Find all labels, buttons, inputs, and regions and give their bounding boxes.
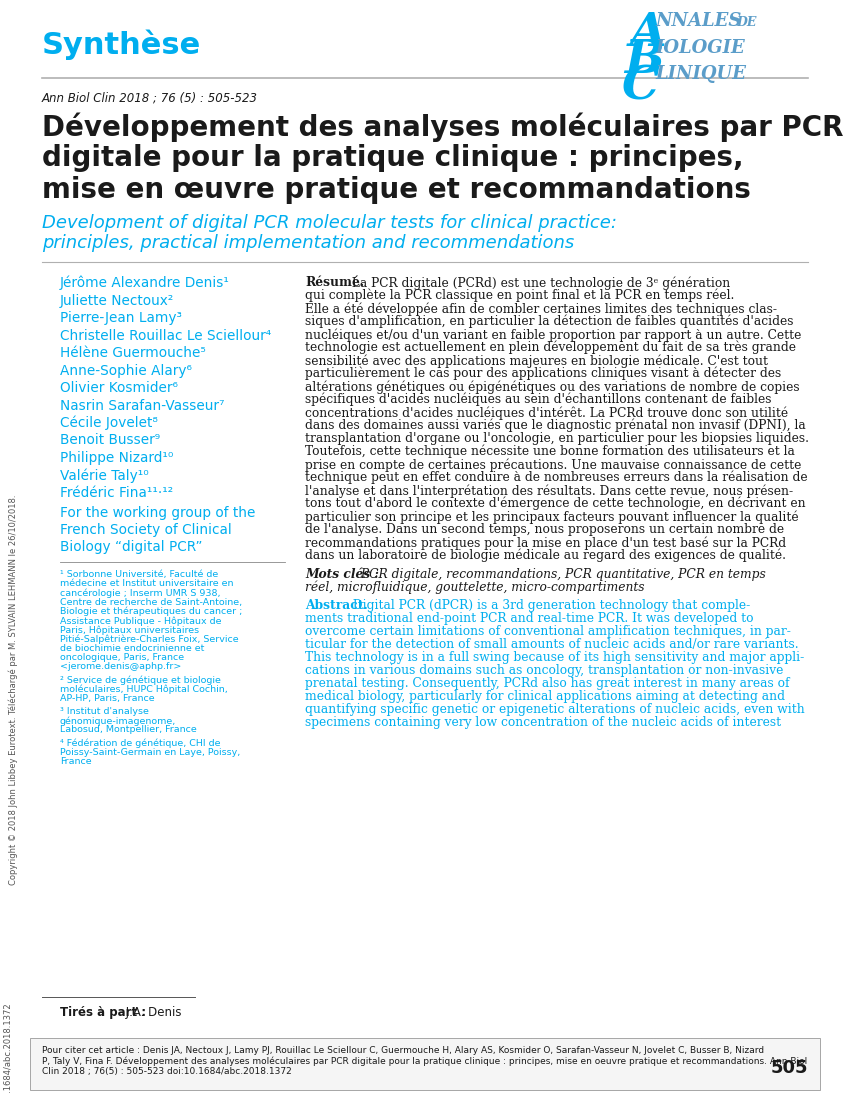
Text: Mots clés :: Mots clés : (305, 568, 379, 581)
Text: overcome certain limitations of conventional amplification techniques, in par-: overcome certain limitations of conventi… (305, 625, 790, 638)
Text: médecine et Institut universitaire en: médecine et Institut universitaire en (60, 579, 234, 588)
Text: France: France (60, 756, 92, 766)
Text: moléculaires, HUPC Hôpital Cochin,: moléculaires, HUPC Hôpital Cochin, (60, 684, 228, 694)
Text: prenatal testing. Consequently, PCRd also has great interest in many areas of: prenatal testing. Consequently, PCRd als… (305, 677, 790, 690)
Text: génomique-imagenome,: génomique-imagenome, (60, 716, 176, 726)
Text: digitale pour la pratique clinique : principes,: digitale pour la pratique clinique : pri… (42, 144, 744, 172)
Text: Elle a été développée afin de combler certaines limites des techniques clas-: Elle a été développée afin de combler ce… (305, 302, 777, 316)
Text: cations in various domains such as oncology, transplantation or non-invasive: cations in various domains such as oncol… (305, 665, 784, 677)
Text: sensibilité avec des applications majeures en biologie médicale. C'est tout: sensibilité avec des applications majeur… (305, 354, 768, 367)
Text: Philippe Nizard¹⁰: Philippe Nizard¹⁰ (60, 451, 173, 465)
Text: Digital PCR (dPCR) is a 3rd generation technology that comple-: Digital PCR (dPCR) is a 3rd generation t… (349, 599, 751, 612)
Text: PCR digitale, recommandations, PCR quantitative, PCR en temps: PCR digitale, recommandations, PCR quant… (357, 568, 766, 581)
Text: Ann Biol Clin 2018 ; 76 (5) : 505-523: Ann Biol Clin 2018 ; 76 (5) : 505-523 (42, 92, 258, 105)
Text: Cécile Jovelet⁸: Cécile Jovelet⁸ (60, 416, 158, 431)
Text: particulièrement le cas pour des applications cliniques visant à détecter des: particulièrement le cas pour des applica… (305, 367, 781, 380)
Text: 505: 505 (770, 1059, 808, 1077)
Text: doi:10.1684/abc.2018.1372: doi:10.1684/abc.2018.1372 (3, 1002, 13, 1093)
Text: <jerome.denis@aphp.fr>: <jerome.denis@aphp.fr> (60, 662, 181, 671)
Text: réel, microfluidique, gouttelette, micro-compartiments: réel, microfluidique, gouttelette, micro… (305, 581, 644, 595)
Text: l'analyse et dans l'interprétation des résultats. Dans cette revue, nous présen-: l'analyse et dans l'interprétation des r… (305, 484, 793, 497)
Text: Labosud, Montpellier, France: Labosud, Montpellier, France (60, 725, 196, 734)
Text: Pitié-Salpêtrière-Charles Foix, Service: Pitié-Salpêtrière-Charles Foix, Service (60, 634, 239, 644)
Text: altérations génétiques ou épigénétiques ou des variations de nombre de copies: altérations génétiques ou épigénétiques … (305, 380, 800, 393)
Text: technique peut en effet conduire à de nombreuses erreurs dans la réalisation de: technique peut en effet conduire à de no… (305, 471, 808, 484)
Text: NNALES: NNALES (655, 12, 741, 30)
Text: Hélène Guermouche⁵: Hélène Guermouche⁵ (60, 346, 206, 360)
Text: J.A. Denis: J.A. Denis (122, 1006, 182, 1019)
Text: C: C (622, 63, 660, 109)
Text: dans des domaines aussi variés que le diagnostic prénatal non invasif (DPNI), la: dans des domaines aussi variés que le di… (305, 419, 806, 433)
Text: quantifying specific genetic or epigenetic alterations of nucleic acids, even wi: quantifying specific genetic or epigenet… (305, 703, 805, 716)
Text: technologie est actuellement en plein développement du fait de sa très grande: technologie est actuellement en plein dé… (305, 341, 796, 354)
Text: AP-HP, Paris, France: AP-HP, Paris, France (60, 694, 155, 703)
Text: spécifiques d'acides nucléiques au sein d'échantillons contenant de faibles: spécifiques d'acides nucléiques au sein … (305, 393, 772, 407)
Text: French Society of Clinical: French Society of Clinical (60, 522, 232, 537)
Text: Jérôme Alexandre Denis¹: Jérôme Alexandre Denis¹ (60, 277, 230, 291)
Text: Christelle Rouillac Le Sciellour⁴: Christelle Rouillac Le Sciellour⁴ (60, 329, 271, 342)
Text: siques d'amplification, en particulier la détection de faibles quantités d'acide: siques d'amplification, en particulier l… (305, 315, 794, 329)
Text: concentrations d'acides nucléiques d'intérêt. La PCRd trouve donc son utilité: concentrations d'acides nucléiques d'int… (305, 406, 788, 420)
Text: Abstract.: Abstract. (305, 599, 368, 612)
Text: de l'analyse. Dans un second temps, nous proposerons un certain nombre de: de l'analyse. Dans un second temps, nous… (305, 522, 784, 536)
Text: qui complète la PCR classique en point final et la PCR en temps réel.: qui complète la PCR classique en point f… (305, 289, 734, 303)
Text: ⁴ Fédération de génétique, CHI de: ⁴ Fédération de génétique, CHI de (60, 739, 220, 748)
Text: La PCR digitale (PCRd) est une technologie de 3ᵉ génération: La PCR digitale (PCRd) est une technolog… (348, 277, 730, 290)
Text: Toutefois, cette technique nécessite une bonne formation des utilisateurs et la: Toutefois, cette technique nécessite une… (305, 445, 795, 458)
Text: Juliette Nectoux²: Juliette Nectoux² (60, 294, 174, 307)
Text: For the working group of the: For the working group of the (60, 505, 255, 519)
Text: Résumé.: Résumé. (305, 277, 364, 289)
Text: mise en œuvre pratique et recommandations: mise en œuvre pratique et recommandation… (42, 176, 751, 204)
Text: medical biology, particularly for clinical applications aiming at detecting and: medical biology, particularly for clinic… (305, 690, 785, 703)
Text: transplantation d'organe ou l'oncologie, en particulier pour les biopsies liquid: transplantation d'organe ou l'oncologie,… (305, 432, 809, 445)
Text: nucléiques et/ou d'un variant en faible proportion par rapport à un autre. Cette: nucléiques et/ou d'un variant en faible … (305, 328, 802, 341)
Text: tons tout d'abord le contexte d'émergence de cette technologie, en décrivant en: tons tout d'abord le contexte d'émergenc… (305, 497, 806, 510)
Text: Clin 2018 ; 76(5) : 505-523 doi:10.1684/abc.2018.1372: Clin 2018 ; 76(5) : 505-523 doi:10.1684/… (42, 1067, 292, 1076)
Text: ¹ Sorbonne Université, Faculté de: ¹ Sorbonne Université, Faculté de (60, 571, 218, 579)
Text: recommandations pratiques pour la mise en place d'un test basé sur la PCRd: recommandations pratiques pour la mise e… (305, 536, 786, 550)
Text: particulier son principe et les principaux facteurs pouvant influencer la qualit: particulier son principe et les principa… (305, 510, 799, 524)
Text: P, Taly V, Fina F. Développement des analyses moléculaires par PCR digitale pour: P, Taly V, Fina F. Développement des ana… (42, 1057, 807, 1066)
Text: prise en compte de certaines précautions. Une mauvaise connaissance de cette: prise en compte de certaines précautions… (305, 458, 802, 471)
Text: Development of digital PCR molecular tests for clinical practice:: Development of digital PCR molecular tes… (42, 214, 617, 232)
Text: DE: DE (736, 16, 756, 30)
Bar (30, 1038, 820, 1090)
Text: Pierre-Jean Lamy³: Pierre-Jean Lamy³ (60, 312, 182, 325)
Text: B: B (624, 37, 664, 83)
Text: Assistance Publique - Hôpitaux de: Assistance Publique - Hôpitaux de (60, 616, 222, 625)
Text: Paris, Hôpitaux universitaires: Paris, Hôpitaux universitaires (60, 625, 199, 635)
Text: ments traditional end-point PCR and real-time PCR. It was developed to: ments traditional end-point PCR and real… (305, 612, 753, 625)
Text: This technology is in a full swing because of its high sensitivity and major app: This technology is in a full swing becau… (305, 651, 804, 665)
Text: de biochimie endocrinienne et: de biochimie endocrinienne et (60, 644, 204, 653)
Text: Frédéric Fina¹¹·¹²: Frédéric Fina¹¹·¹² (60, 486, 173, 500)
Text: Benoit Busser⁹: Benoit Busser⁹ (60, 434, 160, 447)
Text: ² Service de génétique et biologie: ² Service de génétique et biologie (60, 675, 221, 684)
Text: Pour citer cet article : Denis JA, Nectoux J, Lamy PJ, Rouillac Le Sciellour C, : Pour citer cet article : Denis JA, Necto… (42, 1046, 764, 1055)
Text: principles, practical implementation and recommendations: principles, practical implementation and… (42, 234, 575, 252)
Text: oncologique, Paris, France: oncologique, Paris, France (60, 653, 184, 661)
Text: A: A (630, 10, 666, 56)
Text: LINIQUE: LINIQUE (655, 64, 746, 83)
Text: IOLOGIE: IOLOGIE (655, 39, 745, 57)
Text: Anne-Sophie Alary⁶: Anne-Sophie Alary⁶ (60, 364, 192, 377)
Text: Biologie et thérapeutiques du cancer ;: Biologie et thérapeutiques du cancer ; (60, 607, 242, 616)
Text: Poissy-Saint-Germain en Laye, Poissy,: Poissy-Saint-Germain en Laye, Poissy, (60, 748, 241, 756)
Text: Biology “digital PCR”: Biology “digital PCR” (60, 541, 202, 554)
Text: ³ Institut d'analyse: ³ Institut d'analyse (60, 707, 149, 716)
Text: Synthèse: Synthèse (42, 30, 201, 60)
Text: Olivier Kosmider⁶: Olivier Kosmider⁶ (60, 381, 178, 395)
Text: dans un laboratoire de biologie médicale au regard des exigences de qualité.: dans un laboratoire de biologie médicale… (305, 549, 786, 563)
Text: Centre de recherche de Saint-Antoine,: Centre de recherche de Saint-Antoine, (60, 598, 242, 607)
Text: cancérologie ; Inserm UMR S 938,: cancérologie ; Inserm UMR S 938, (60, 588, 220, 598)
Text: Valérie Taly¹⁰: Valérie Taly¹⁰ (60, 469, 149, 483)
Text: specimens containing very low concentration of the nucleic acids of interest: specimens containing very low concentrat… (305, 716, 781, 729)
Text: Copyright © 2018 John Libbey Eurotext. Téléchargé par M. SYLVAIN LEHMANN le 26/1: Copyright © 2018 John Libbey Eurotext. T… (8, 495, 18, 885)
Text: Tirés à part :: Tirés à part : (60, 1006, 146, 1019)
Text: Développement des analyses moléculaires par PCR: Développement des analyses moléculaires … (42, 111, 843, 141)
Text: Nasrin Sarafan-Vasseur⁷: Nasrin Sarafan-Vasseur⁷ (60, 399, 224, 412)
Text: ticular for the detection of small amounts of nucleic acids and/or rare variants: ticular for the detection of small amoun… (305, 638, 799, 651)
